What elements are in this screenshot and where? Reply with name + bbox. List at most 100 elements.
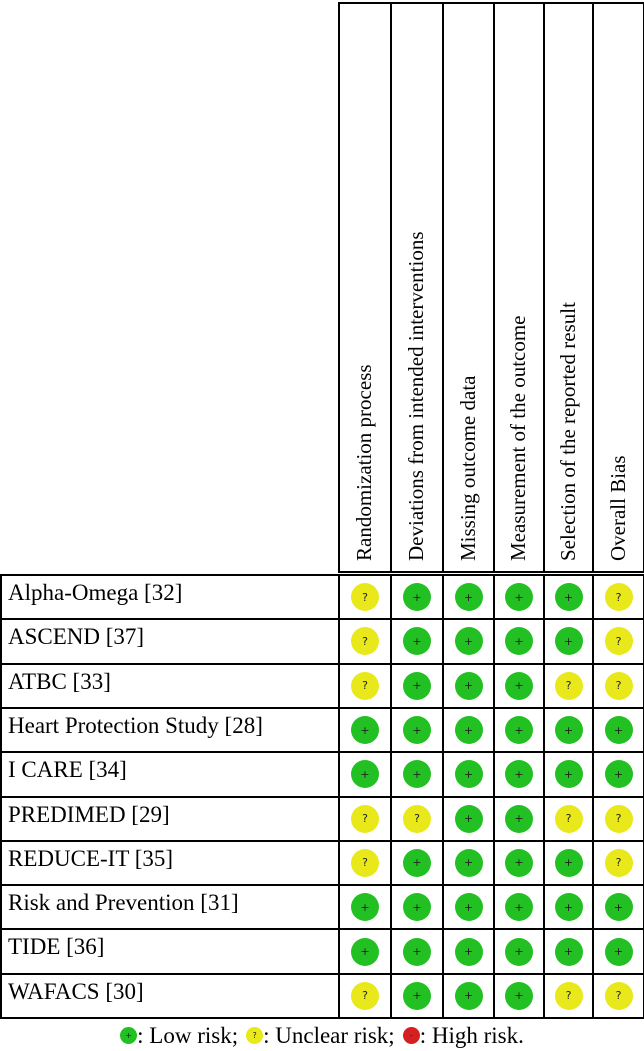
header-divider bbox=[493, 2, 495, 573]
study-name: WAFACS [30] bbox=[8, 978, 144, 1004]
low-risk-icon: + bbox=[604, 716, 633, 745]
header-divider bbox=[338, 2, 340, 573]
low-risk-icon: + bbox=[554, 716, 583, 745]
study-name: Alpha-Omega [32] bbox=[8, 580, 183, 605]
unclear-risk-icon: ? bbox=[351, 981, 379, 1010]
low-risk-icon: + bbox=[505, 848, 533, 877]
header-divider bbox=[390, 2, 392, 573]
low-risk-icon: + bbox=[351, 760, 379, 789]
column-header: Missing outcome data bbox=[442, 0, 493, 571]
low-risk-icon: + bbox=[505, 627, 533, 656]
low-risk-icon: + bbox=[454, 716, 483, 745]
row-divider bbox=[0, 618, 644, 621]
column-header: Deviations from intended interventions bbox=[390, 0, 442, 571]
column-header: Measurement of the outcome bbox=[493, 0, 543, 571]
study-name: ATBC [33] bbox=[8, 668, 111, 694]
low-risk-icon: + bbox=[505, 583, 533, 612]
low-risk-icon: + bbox=[351, 716, 379, 745]
unclear-risk-icon: ? bbox=[554, 804, 583, 833]
high-risk-icon: - bbox=[402, 1027, 420, 1044]
low-risk-icon: + bbox=[454, 893, 483, 922]
legend-high-label: : High risk. bbox=[419, 1022, 524, 1048]
row-divider bbox=[0, 706, 644, 709]
unclear-risk-icon: ? bbox=[604, 848, 633, 877]
unclear-risk-icon: ? bbox=[351, 804, 379, 833]
low-risk-icon: + bbox=[454, 671, 483, 700]
unclear-risk-icon: ? bbox=[403, 804, 431, 833]
low-risk-icon: + bbox=[505, 804, 533, 833]
low-risk-icon: + bbox=[454, 804, 483, 833]
header-divider bbox=[442, 2, 444, 573]
study-name: PREDIMED [29] bbox=[8, 801, 170, 827]
row-divider bbox=[0, 884, 644, 887]
low-risk-icon: + bbox=[554, 937, 583, 966]
unclear-risk-icon: ? bbox=[246, 1027, 264, 1044]
row-divider bbox=[0, 839, 644, 842]
unclear-risk-icon: ? bbox=[351, 583, 379, 612]
low-risk-icon: + bbox=[604, 937, 633, 966]
low-risk-icon: + bbox=[454, 583, 483, 612]
header-divider bbox=[543, 2, 545, 573]
legend-unclear-label: : Unclear risk; bbox=[263, 1022, 395, 1048]
header-divider bbox=[592, 2, 594, 573]
low-risk-icon: + bbox=[505, 760, 533, 789]
unclear-risk-icon: ? bbox=[604, 804, 633, 833]
unclear-risk-icon: ? bbox=[351, 627, 379, 656]
column-header-label: Missing outcome data bbox=[455, 375, 480, 561]
low-risk-icon: + bbox=[403, 893, 431, 922]
low-risk-icon: + bbox=[454, 981, 483, 1010]
study-name: REDUCE-IT [35] bbox=[8, 845, 174, 871]
low-risk-icon: + bbox=[403, 671, 431, 700]
low-risk-icon: + bbox=[351, 937, 379, 966]
study-name: Risk and Prevention [31] bbox=[8, 890, 239, 916]
study-name: ASCEND [37] bbox=[8, 624, 145, 650]
legend-unclear: ? : Unclear risk; bbox=[246, 1023, 395, 1049]
low-risk-icon: + bbox=[403, 716, 431, 745]
low-risk-icon: + bbox=[554, 583, 583, 612]
unclear-risk-icon: ? bbox=[351, 848, 379, 877]
row-divider bbox=[0, 972, 644, 975]
row-divider bbox=[0, 928, 644, 931]
column-header-label: Deviations from intended interventions bbox=[404, 231, 428, 561]
low-risk-icon: + bbox=[554, 760, 583, 789]
low-risk-icon: + bbox=[554, 893, 583, 922]
row-divider bbox=[0, 662, 644, 665]
header-bottom-border bbox=[338, 571, 644, 573]
row-divider bbox=[0, 795, 644, 798]
low-risk-icon: + bbox=[403, 583, 431, 612]
study-name: I CARE [34] bbox=[8, 757, 127, 783]
low-risk-icon: + bbox=[403, 627, 431, 656]
low-risk-icon: + bbox=[604, 760, 633, 789]
unclear-risk-icon: ? bbox=[604, 671, 633, 700]
risk-of-bias-table: Randomization process Deviations from int… bbox=[0, 0, 644, 1019]
low-risk-icon: + bbox=[554, 627, 583, 656]
low-risk-icon: + bbox=[505, 893, 533, 922]
table-top-border bbox=[0, 574, 644, 576]
legend-low: + : Low risk; bbox=[120, 1023, 238, 1049]
column-header: Randomization process bbox=[338, 0, 390, 571]
low-risk-icon: + bbox=[351, 893, 379, 922]
low-risk-icon: + bbox=[403, 981, 431, 1010]
low-risk-icon: + bbox=[454, 937, 483, 966]
column-header-label: Measurement of the outcome bbox=[506, 315, 530, 562]
unclear-risk-icon: ? bbox=[604, 583, 633, 612]
low-risk-icon: + bbox=[505, 937, 533, 966]
low-risk-icon: + bbox=[403, 848, 431, 877]
study-name: TIDE [36] bbox=[8, 934, 105, 960]
unclear-risk-icon: ? bbox=[554, 981, 583, 1010]
study-name: Heart Protection Study [28] bbox=[8, 712, 263, 738]
low-risk-icon: + bbox=[120, 1027, 138, 1044]
unclear-risk-icon: ? bbox=[554, 671, 583, 700]
unclear-risk-icon: ? bbox=[604, 981, 633, 1010]
legend-low-label: : Low risk; bbox=[137, 1022, 239, 1048]
legend: + : Low risk; ? : Unclear risk; - : High… bbox=[0, 1020, 644, 1051]
low-risk-icon: + bbox=[403, 760, 431, 789]
low-risk-icon: + bbox=[505, 671, 533, 700]
legend-high: - : High risk. bbox=[402, 1022, 524, 1049]
row-divider bbox=[0, 1017, 644, 1019]
low-risk-icon: + bbox=[604, 893, 633, 922]
unclear-risk-icon: ? bbox=[604, 627, 633, 656]
low-risk-icon: + bbox=[454, 760, 483, 789]
low-risk-icon: + bbox=[454, 848, 483, 877]
header-top-border bbox=[338, 2, 644, 4]
